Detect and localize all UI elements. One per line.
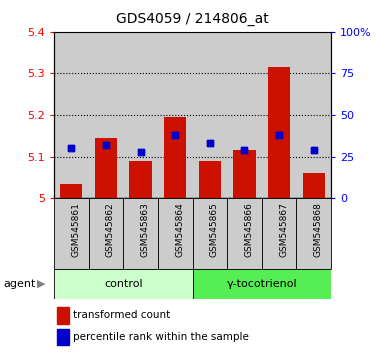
Bar	[233, 150, 256, 198]
Point	[276, 132, 282, 138]
FancyBboxPatch shape	[192, 269, 331, 299]
Text: GSM545865: GSM545865	[210, 202, 219, 257]
Point	[207, 141, 213, 146]
Point	[311, 147, 317, 153]
Bar	[57, 307, 69, 324]
Text: GSM545866: GSM545866	[244, 202, 253, 257]
Bar	[89, 32, 123, 198]
FancyBboxPatch shape	[54, 269, 192, 299]
FancyBboxPatch shape	[296, 198, 331, 269]
FancyBboxPatch shape	[158, 198, 192, 269]
Point	[137, 149, 144, 154]
Bar	[268, 67, 290, 198]
Bar	[268, 67, 290, 198]
Point	[311, 147, 317, 153]
Point	[241, 147, 248, 153]
Bar	[296, 32, 331, 198]
Bar	[233, 150, 256, 198]
Bar	[199, 161, 221, 198]
Bar	[158, 32, 192, 198]
Bar	[164, 117, 186, 198]
Text: agent: agent	[4, 279, 36, 289]
Text: γ-tocotrienol: γ-tocotrienol	[226, 279, 297, 289]
Point	[172, 132, 178, 138]
Bar	[303, 173, 325, 198]
FancyBboxPatch shape	[89, 198, 123, 269]
Text: ▶: ▶	[37, 279, 45, 289]
Bar	[123, 32, 158, 198]
Point	[103, 142, 109, 148]
Text: percentile rank within the sample: percentile rank within the sample	[73, 332, 249, 342]
Bar	[199, 161, 221, 198]
Bar	[95, 138, 117, 198]
Bar	[164, 117, 186, 198]
Point	[207, 141, 213, 146]
Bar	[303, 173, 325, 198]
Point	[241, 147, 248, 153]
Point	[68, 145, 74, 151]
Text: transformed count: transformed count	[73, 310, 171, 320]
Point	[103, 142, 109, 148]
Bar	[54, 32, 89, 198]
Point	[172, 132, 178, 138]
Bar	[227, 32, 262, 198]
Text: GSM545868: GSM545868	[314, 202, 323, 257]
Bar	[57, 329, 69, 345]
Bar	[60, 184, 82, 198]
Text: control: control	[104, 279, 142, 289]
FancyBboxPatch shape	[227, 198, 262, 269]
Text: GSM545867: GSM545867	[279, 202, 288, 257]
Point	[68, 145, 74, 151]
Bar	[60, 184, 82, 198]
Bar	[129, 161, 152, 198]
Text: GSM545864: GSM545864	[175, 202, 184, 257]
Bar	[129, 161, 152, 198]
Bar	[192, 32, 227, 198]
FancyBboxPatch shape	[123, 198, 158, 269]
Text: GDS4059 / 214806_at: GDS4059 / 214806_at	[116, 12, 269, 27]
Point	[137, 149, 144, 154]
Point	[276, 132, 282, 138]
FancyBboxPatch shape	[54, 198, 89, 269]
FancyBboxPatch shape	[262, 198, 296, 269]
Text: GSM545861: GSM545861	[71, 202, 80, 257]
Text: GSM545863: GSM545863	[141, 202, 149, 257]
Text: GSM545862: GSM545862	[106, 202, 115, 257]
FancyBboxPatch shape	[192, 198, 227, 269]
Bar	[95, 138, 117, 198]
Bar	[262, 32, 296, 198]
